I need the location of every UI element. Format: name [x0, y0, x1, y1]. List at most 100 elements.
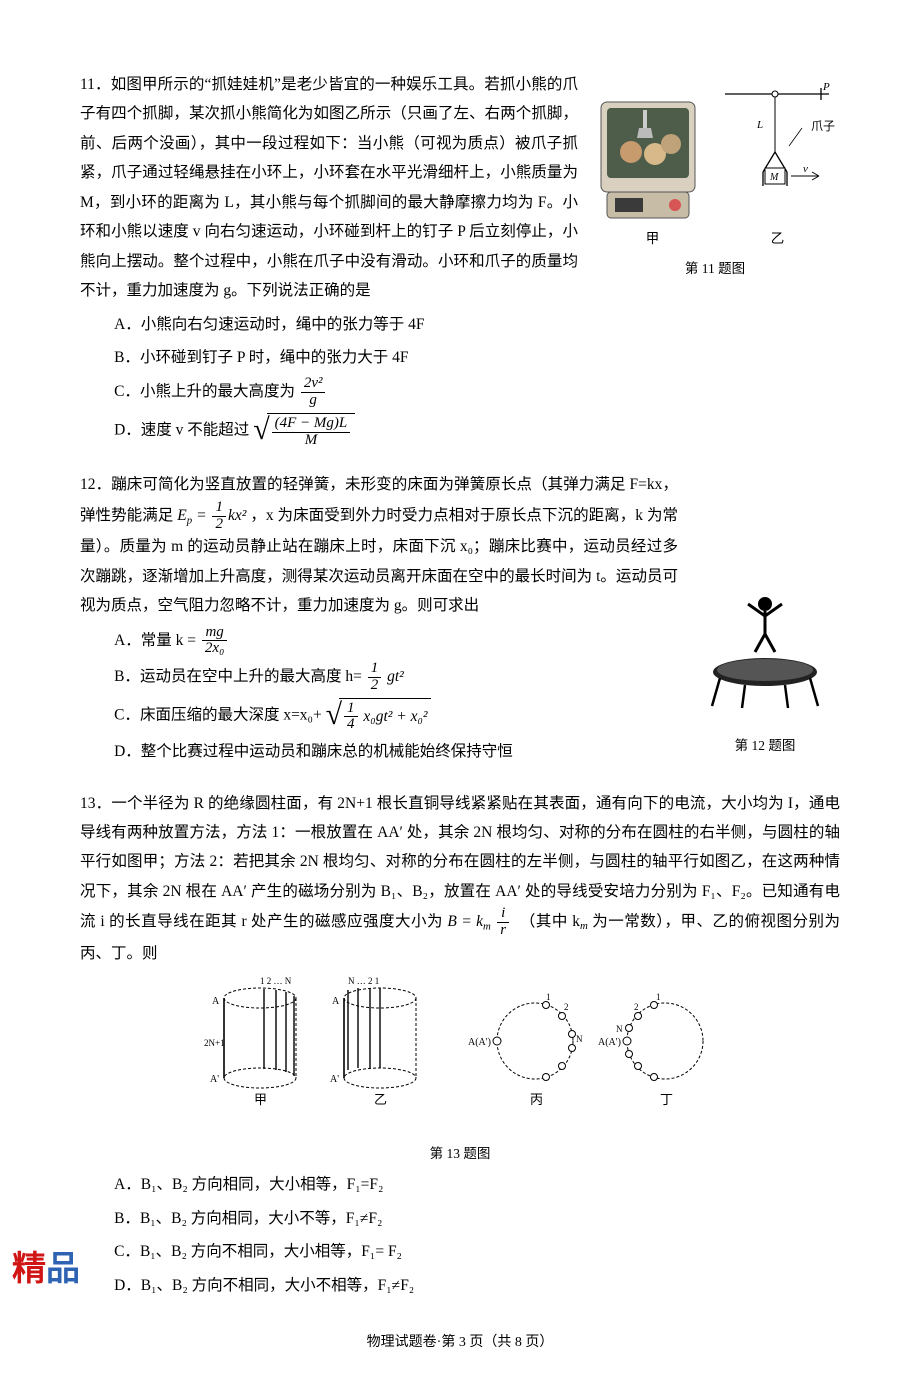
frac-num: 1: [368, 661, 382, 678]
q11-opt-d-sqrt: √ (4F − Mg)L M: [253, 413, 355, 449]
frac-den: 2: [368, 678, 382, 694]
q13-text-b: （其中 k: [520, 913, 580, 930]
svg-text:1 2 … N: 1 2 … N: [260, 976, 292, 986]
svg-text:N: N: [576, 1034, 583, 1044]
q11-figure-jia: [593, 94, 703, 224]
question-11: P L 爪子 M v 甲: [80, 70, 840, 452]
svg-text:2: 2: [634, 1002, 639, 1012]
svg-text:爪子: 爪子: [811, 119, 835, 133]
q12-d-text: 整个比赛过程中运动员和蹦床总的机械能始终保持守恒: [141, 743, 513, 760]
q11-opt-d-prefix: 速度 v 不能超过: [141, 421, 250, 438]
q12-a-frac: mg 2x₀: [202, 625, 227, 658]
svg-text:A': A': [210, 1074, 219, 1085]
q13-B-lhs: B = k: [447, 913, 483, 930]
q12-fig-caption: 第 12 题图: [690, 733, 840, 759]
q12-c-prefix: 床面压缩的最大深度 x=x₀+: [140, 706, 322, 723]
svg-text:1: 1: [546, 992, 551, 1002]
q11-opt-a-text: 小熊向右匀速运动时，绳中的张力等于 4F: [141, 316, 425, 333]
svg-text:A: A: [332, 996, 340, 1007]
svg-text:L: L: [756, 119, 763, 131]
q13-fig-caption: 第 13 题图: [80, 1141, 840, 1167]
q11-fig-label-yi: 乙: [771, 226, 785, 252]
q12-figure-svg: [700, 590, 830, 720]
frac-num: 1: [212, 500, 226, 517]
svg-text:2: 2: [564, 1002, 569, 1012]
ep-tail: kx²: [228, 507, 246, 524]
question-12: 第 12 题图 12．蹦床可简化为竖直放置的轻弹簧，未形变的床面为弹簧原长点（其…: [80, 470, 840, 770]
ep-eq: =: [192, 507, 210, 524]
svg-text:N … 2 1: N … 2 1: [348, 976, 379, 986]
svg-text:A: A: [212, 996, 220, 1007]
q11-opt-b-text: 小环碰到钉子 P 时，绳中的张力大于 4F: [140, 349, 409, 366]
q12-c-sqrt: √ 1 4 x₀gt² + x₀²: [326, 698, 431, 734]
q11-options: A．小熊向右匀速运动时，绳中的张力等于 4F B．小环碰到钉子 P 时，绳中的张…: [80, 310, 840, 449]
q11-option-c: C．小熊上升的最大高度为 2v² g: [114, 376, 840, 409]
q12-b-prefix: 运动员在空中上升的最大高度 h=: [140, 668, 362, 685]
svg-text:A(A'): A(A'): [468, 1037, 491, 1048]
svg-text:丙: 丙: [530, 1092, 543, 1107]
q13-figure: A A' 2N+1 1 2 … N 甲: [80, 976, 840, 1166]
frac-den: 4: [344, 717, 358, 733]
frac-den: r: [497, 923, 509, 939]
svg-text:1: 1: [656, 992, 661, 1002]
q13-c-text: B₁、B₂ 方向不相同，大小相等，F₁= F₂: [140, 1243, 402, 1260]
q13-b-text: B₁、B₂ 方向相同，大小不等，F₁≠F₂: [140, 1210, 382, 1227]
watermark: 精品: [12, 1241, 80, 1290]
q12-b-frac: 1 2: [368, 661, 382, 694]
frac-den: M: [272, 433, 351, 449]
frac-num: i: [497, 906, 509, 923]
q11-figure: P L 爪子 M v 甲: [590, 74, 840, 281]
frac-den: 2: [212, 517, 226, 533]
q13-option-a: A．B₁、B₂ 方向相同，大小相等，F₁=F₂: [114, 1170, 840, 1199]
q11-fig-label-jia: 甲: [646, 226, 660, 252]
q12-ep-formula: Ep = 1 2 kx²: [177, 507, 250, 524]
svg-text:2N+1: 2N+1: [204, 1038, 225, 1048]
svg-text:v: v: [803, 163, 808, 175]
q11-option-a: A．小熊向右匀速运动时，绳中的张力等于 4F: [114, 310, 840, 339]
q11-number: 11．: [80, 76, 111, 93]
frac-den: g: [301, 393, 326, 409]
ep-E: E: [177, 507, 186, 524]
q11-option-b: B．小环碰到钉子 P 时，绳中的张力大于 4F: [114, 343, 840, 372]
page-footer: 物理试题卷·第 3 页（共 8 页）: [80, 1330, 840, 1357]
q13-options: A．B₁、B₂ 方向相同，大小相等，F₁=F₂ B．B₁、B₂ 方向相同，大小不…: [80, 1170, 840, 1300]
q11-opt-c-prefix: 小熊上升的最大高度为: [140, 383, 295, 400]
q11-body: 如图甲所示的“抓娃娃机”是老少皆宜的一种娱乐工具。若抓小熊的爪子有四个抓脚，某次…: [80, 76, 578, 299]
watermark-char-1: 精: [12, 1251, 46, 1288]
q12-number: 12．: [80, 476, 111, 493]
q12-a-prefix: 常量 k =: [141, 631, 200, 648]
q11-option-d: D．速度 v 不能超过 √ (4F − Mg)L M: [114, 413, 840, 449]
svg-text:丁: 丁: [660, 1092, 673, 1107]
svg-text:M: M: [769, 172, 779, 183]
svg-text:A': A': [330, 1074, 339, 1085]
q11-opt-c-frac: 2v² g: [301, 376, 326, 409]
q13-B-sub: m: [483, 920, 491, 932]
q12-c-rad-tail: x₀gt² + x₀²: [360, 707, 428, 724]
frac-num: mg: [202, 625, 227, 642]
q11-fig-caption: 第 11 题图: [590, 256, 840, 282]
svg-text:乙: 乙: [374, 1092, 387, 1107]
frac-num: 2v²: [301, 376, 326, 393]
q13-text: 13．一个半径为 R 的绝缘圆柱面，有 2N+1 根长直铜导线紧紧贴在其表面，通…: [80, 789, 840, 969]
q13-option-b: B．B₁、B₂ 方向相同，大小不等，F₁≠F₂: [114, 1204, 840, 1233]
svg-text:甲: 甲: [254, 1092, 267, 1107]
q13-d-text: B₁、B₂ 方向不相同，大小不相等，F₁≠F₂: [141, 1277, 414, 1294]
q13-option-c: C．B₁、B₂ 方向不相同，大小相等，F₁= F₂: [114, 1237, 840, 1266]
frac-den: 2x₀: [202, 641, 227, 657]
q13-figure-svg: A A' 2N+1 1 2 … N 甲: [190, 976, 730, 1126]
q13-a-text: B₁、B₂ 方向相同，大小相等，F₁=F₂: [141, 1176, 384, 1193]
q11-figure-yi: P L 爪子 M v: [717, 74, 837, 224]
question-13: 13．一个半径为 R 的绝缘圆柱面，有 2N+1 根长直铜导线紧紧贴在其表面，通…: [80, 789, 840, 1301]
svg-text:A(A'): A(A'): [598, 1037, 621, 1048]
svg-text:N: N: [616, 1024, 623, 1034]
watermark-char-2: 品: [46, 1251, 80, 1288]
q13-text-b-sub: m: [580, 920, 588, 932]
q12-figure: 第 12 题图: [690, 590, 840, 758]
q13-option-d: D．B₁、B₂ 方向不相同，大小不相等，F₁≠F₂: [114, 1271, 840, 1300]
frac-num: (4F − Mg)L: [272, 416, 351, 433]
q13-B-formula: B = km i r: [447, 913, 515, 930]
svg-text:P: P: [822, 81, 830, 93]
q13-number: 13．: [80, 795, 111, 812]
q13-text-a: 一个半径为 R 的绝缘圆柱面，有 2N+1 根长直铜导线紧紧贴在其表面，通有向下…: [80, 795, 840, 931]
q12-b-tail: gt²: [383, 668, 404, 685]
